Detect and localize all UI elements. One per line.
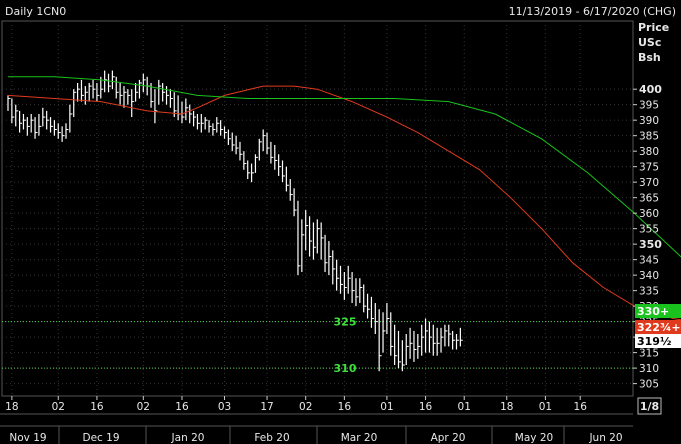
x-tick-label: 16 [574,401,588,413]
y-tick-label: 315 [639,348,659,360]
date-range: 11/13/2019 - 6/17/2020 (CHG) [509,5,676,18]
plot-frame [1,20,634,397]
month-label: Mar 20 [341,432,378,444]
x-tick-label: 01 [539,401,552,413]
x-tick-label: 18 [500,401,513,413]
axis-title-unit: USc [638,36,661,49]
month-label: Nov 19 [9,432,46,444]
month-label: Apr 20 [431,432,466,444]
month-label: Jan 20 [171,432,205,444]
month-label: Dec 19 [82,432,119,444]
y-axis: 3053103153203253303353403453503553603653… [633,83,662,391]
y-tick-label: 355 [639,224,659,236]
level-label: 325 [334,316,357,329]
axis-title-price: Price [638,21,669,34]
price-badge [635,334,681,348]
y-tick-label: 305 [639,379,659,391]
y-tick-label: 370 [639,177,659,189]
y-tick-label: 345 [639,255,659,267]
y-tick-label: 380 [639,146,659,158]
y-tick-label: 350 [639,238,662,251]
y-tick-label: 365 [639,193,659,205]
price-badges: 330+ 322¾+319½ [635,304,681,348]
y-tick-label: 310 [639,363,659,375]
x-axis: 18 02 16 02 16 03 17 02 16 01 16 01 18 01 16 Nov 19 Dec … [5,396,623,444]
chart-title: Daily 1CN0 [5,5,66,18]
ma-slow-line [8,76,681,258]
ohlc-bars [7,70,463,372]
x-tick-label: 02 [299,401,312,413]
x-tick-label: 18 [5,401,18,413]
price-badge [635,320,681,334]
price-badge-label: 330+ [637,305,669,318]
y-tick-label: 335 [639,286,659,298]
x-tick-label: 16 [175,401,189,413]
y-tick-label: 375 [639,162,659,174]
x-tick-label: 16 [419,401,433,413]
y-tick-label: 395 [639,100,659,112]
x-tick-label: 02 [137,401,150,413]
x-tick-label: 01 [380,401,393,413]
x-tick-label: 02 [52,401,65,413]
y-tick-label: 360 [639,208,659,220]
month-label: Feb 20 [254,432,289,444]
x-tick-label: 16 [338,401,352,413]
month-label: May 20 [515,432,553,444]
y-tick-label: 385 [639,131,659,143]
x-tick-label: 16 [90,401,104,413]
y-tick-label: 400 [639,83,662,96]
y-tick-label: 390 [639,115,659,127]
price-badge-label: 322¾+ [637,321,681,334]
x-tick-label: 01 [458,401,471,413]
support-resistance-levels: 325 310 [2,316,633,375]
month-label: Jun 20 [588,432,622,444]
y-tick-label: 340 [639,270,659,282]
price-badge [635,304,681,318]
page-indicator[interactable]: 1/8 [640,400,659,413]
x-tick-label: 03 [218,401,231,413]
level-label: 310 [334,362,357,375]
x-tick-label: 17 [260,401,273,413]
price-badge-label: 319½ [637,335,671,348]
page-indicator-box[interactable] [637,397,662,415]
axis-title-bushel: Bsh [638,51,661,64]
